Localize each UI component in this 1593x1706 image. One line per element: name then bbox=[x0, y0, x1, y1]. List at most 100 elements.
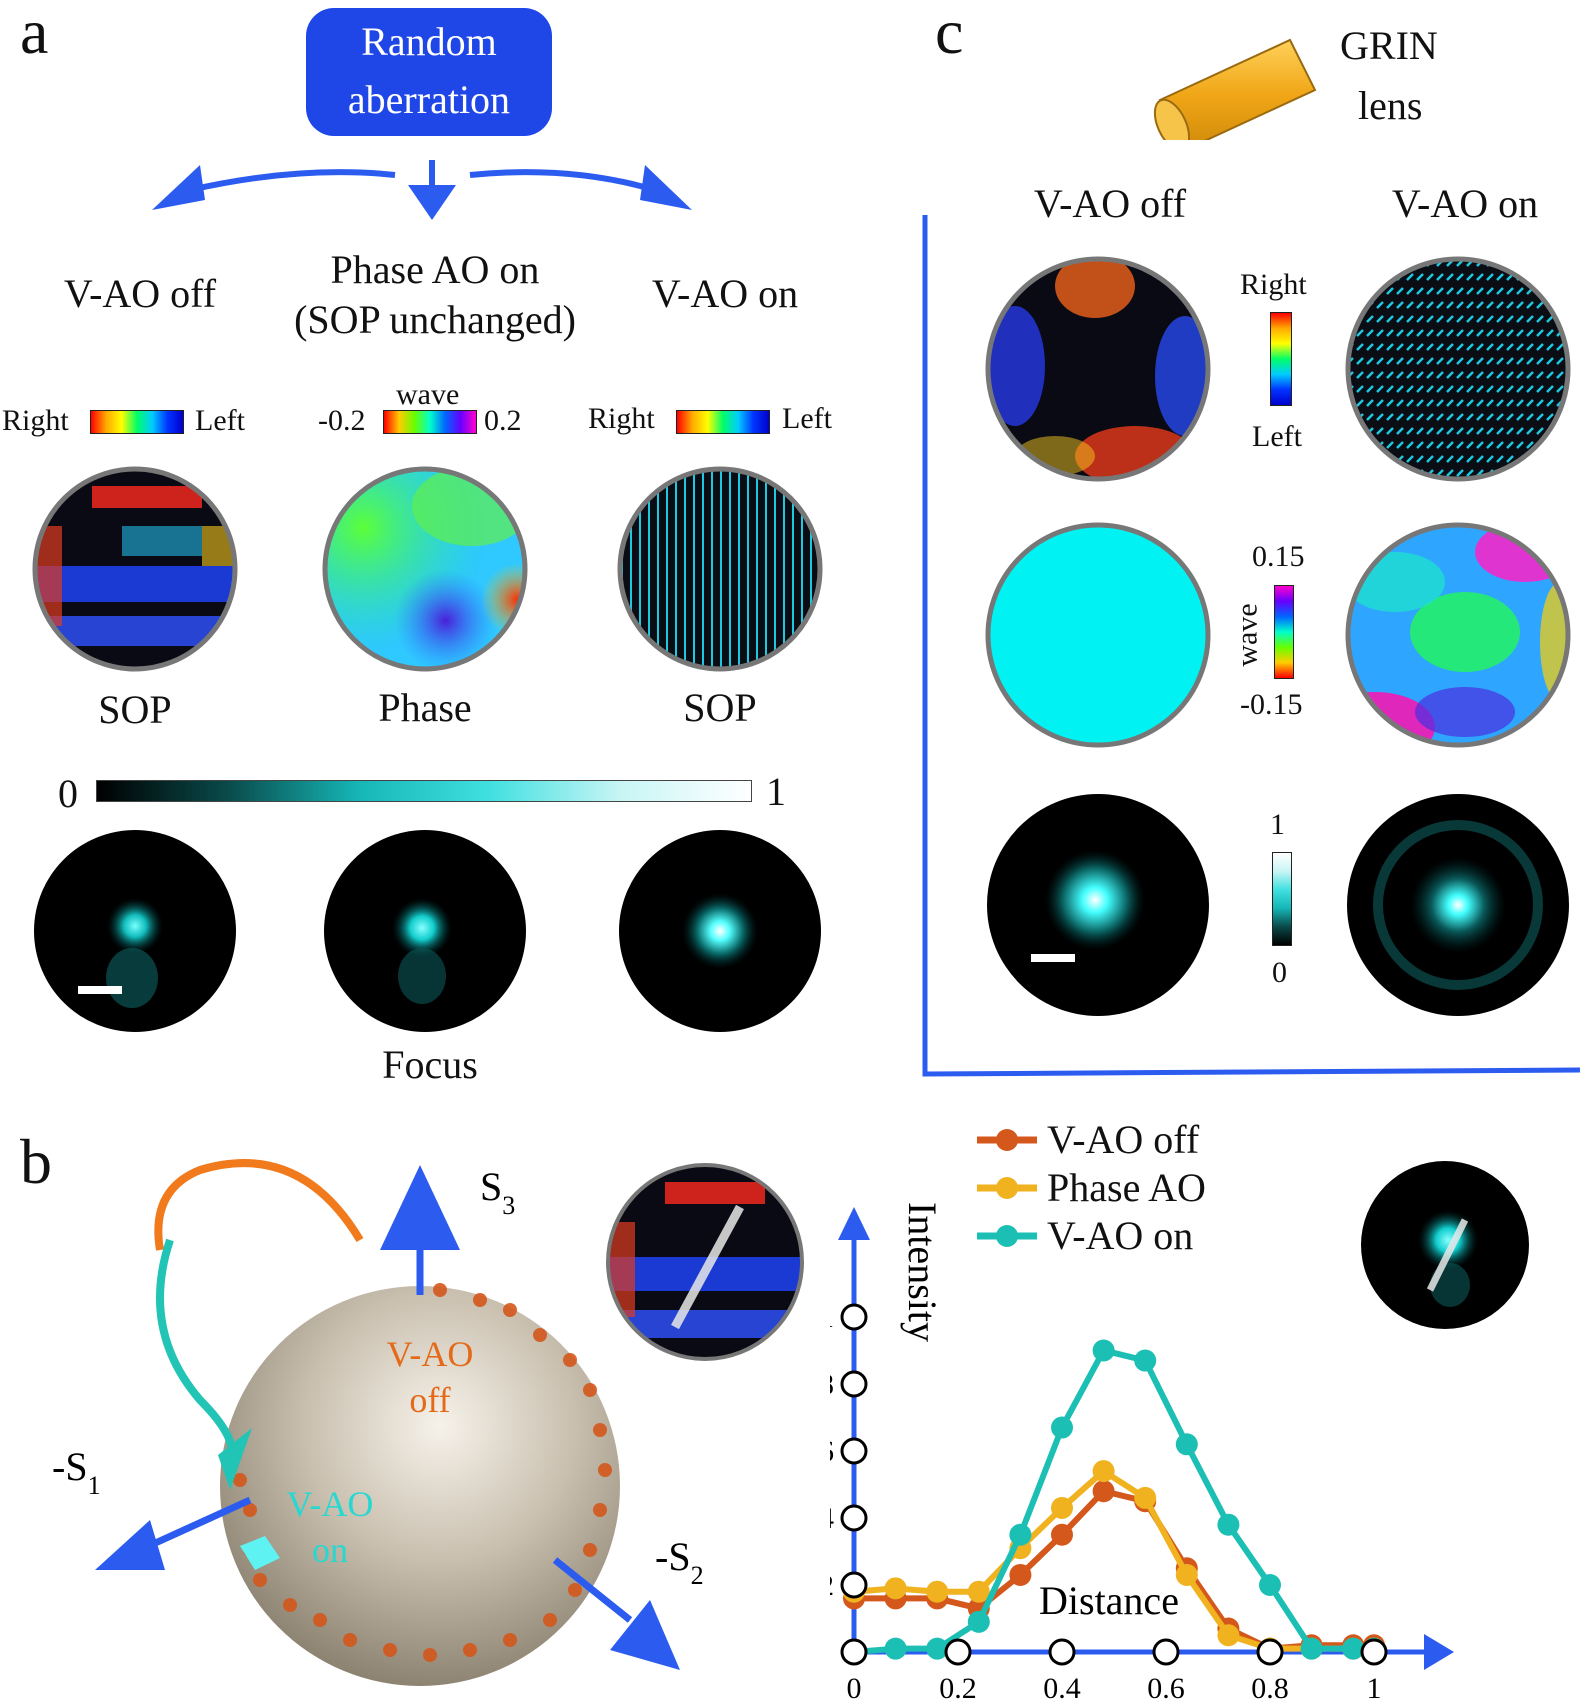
row-label-sop-right: SOP bbox=[683, 685, 757, 730]
col-title-phase-ao-on: Phase AO on bbox=[330, 247, 540, 292]
focus-spot-vao-off bbox=[34, 830, 236, 1032]
sphere-label-off-2: off bbox=[409, 1380, 450, 1420]
c-col-title-off: V-AO off bbox=[1033, 181, 1187, 226]
series-point bbox=[1051, 1496, 1073, 1519]
x-tick-marker bbox=[1048, 1638, 1076, 1666]
c-phase-bar-max: 0.15 bbox=[1252, 540, 1305, 573]
series-point bbox=[1217, 1513, 1240, 1536]
phase-colorbar-a bbox=[383, 410, 477, 434]
x-tick-label: 0.2 bbox=[939, 1672, 977, 1705]
y-tick-label: 0.4 bbox=[830, 1502, 834, 1535]
col-title-vao-off: V-AO off bbox=[63, 271, 217, 316]
sop-bar-right-label: Left bbox=[195, 404, 245, 437]
panel-c-letter: c bbox=[935, 0, 964, 67]
sop-bar-right-label-2: Left bbox=[782, 402, 832, 435]
focus-spot-phase-ao bbox=[324, 830, 526, 1032]
sop-colorbar-a-right bbox=[676, 410, 770, 434]
series-point bbox=[1092, 1460, 1115, 1483]
c-col-title-on: V-AO on bbox=[1391, 181, 1539, 226]
col-title-vao-on: V-AO on bbox=[651, 271, 799, 316]
series-point bbox=[1134, 1486, 1157, 1509]
c-focus-spot-on bbox=[1347, 794, 1569, 1016]
c-phase-map-off bbox=[985, 522, 1211, 748]
row-label-phase: Phase bbox=[378, 685, 472, 730]
x-tick-label: 0 bbox=[847, 1672, 862, 1705]
grin-label: GRIN bbox=[1340, 23, 1438, 68]
intensity-line-chart: 0 0.2 0.4 0.6 0.8 1 0.2 0.4 0.6 0.8 1 Distance Int… bbox=[830, 1202, 1454, 1705]
c-phase-map-on bbox=[1345, 522, 1571, 748]
chart-ylabel: Intensity bbox=[900, 1202, 945, 1342]
x-tick-label: 0.4 bbox=[1043, 1672, 1081, 1705]
series-point bbox=[1051, 1416, 1073, 1439]
chart-x-arrow bbox=[1424, 1634, 1454, 1670]
series-point bbox=[1175, 1433, 1198, 1456]
x-tick-marker bbox=[1360, 1638, 1388, 1666]
axis-s3-label: S3 bbox=[480, 1164, 515, 1220]
series-point bbox=[926, 1637, 949, 1660]
c-phase-bar-min: -0.15 bbox=[1240, 688, 1303, 721]
series-point bbox=[967, 1610, 990, 1633]
x-tick-marker bbox=[1256, 1638, 1284, 1666]
series-point bbox=[1009, 1523, 1032, 1546]
sphere-label-off-1: V-AO bbox=[387, 1334, 474, 1374]
phase-map bbox=[322, 466, 528, 672]
series-point bbox=[926, 1580, 949, 1603]
series-point bbox=[1051, 1523, 1073, 1546]
random-aberration-line2: aberration bbox=[347, 77, 511, 122]
sop-map-vao-on bbox=[617, 466, 823, 672]
c-sop-bar-bottom: Left bbox=[1252, 420, 1302, 453]
series-point bbox=[1217, 1624, 1240, 1647]
focus-colorbar bbox=[96, 780, 752, 802]
row-label-sop-left: SOP bbox=[98, 687, 172, 732]
sop-bar-left-label: Right bbox=[2, 404, 69, 437]
series-point bbox=[967, 1580, 990, 1603]
y-tick-label: 0.6 bbox=[830, 1435, 834, 1468]
random-aberration-box: Random aberration bbox=[306, 8, 552, 136]
axis-s2-label: -S2 bbox=[655, 1534, 704, 1590]
c-sop-bar-top: Right bbox=[1240, 268, 1307, 301]
y-tick-label: 0.8 bbox=[830, 1368, 834, 1401]
phase-bar-max: 0.2 bbox=[484, 404, 522, 437]
c-phase-colorbar bbox=[1274, 585, 1294, 679]
poincare-sphere: V-AO off V-AO on S3 -S1 -S2 bbox=[52, 1159, 704, 1686]
c-focus-spot-off bbox=[987, 794, 1209, 1016]
series-point bbox=[1175, 1563, 1198, 1586]
col-title-sop-unchanged: (SOP unchanged) bbox=[294, 297, 576, 342]
y-tick-marker bbox=[840, 1504, 868, 1532]
series-point bbox=[884, 1577, 907, 1600]
series-point bbox=[1259, 1574, 1281, 1596]
series-point bbox=[1342, 1637, 1365, 1660]
phase-bar-min: -0.2 bbox=[318, 404, 366, 437]
sphere-label-on-2: on bbox=[312, 1530, 348, 1570]
c-focus-bar-min: 0 bbox=[1272, 956, 1287, 989]
focus-label: Focus bbox=[382, 1042, 478, 1087]
c-focus-bar-max: 1 bbox=[1270, 808, 1285, 841]
series-point bbox=[1134, 1349, 1157, 1372]
series-point bbox=[1092, 1339, 1115, 1362]
grin-lens-icon bbox=[1153, 38, 1317, 140]
y-tick-marker bbox=[840, 1303, 868, 1331]
c-focus-colorbar bbox=[1272, 852, 1292, 946]
x-tick-marker bbox=[1152, 1638, 1180, 1666]
y-tick-label: 1 bbox=[830, 1301, 834, 1334]
x-tick-marker bbox=[840, 1638, 868, 1666]
series-point bbox=[884, 1637, 907, 1660]
y-tick-marker bbox=[840, 1370, 868, 1398]
panel-c-frame bbox=[922, 215, 1581, 1077]
x-tick-label: 1 bbox=[1367, 1672, 1382, 1705]
focus-spot-vao-on bbox=[619, 830, 821, 1032]
sop-map-vao-off bbox=[32, 466, 238, 672]
series-point bbox=[1009, 1563, 1032, 1586]
c-sop-map-on bbox=[1345, 256, 1571, 482]
x-tick-label: 0.8 bbox=[1251, 1672, 1289, 1705]
b-inset-focus bbox=[1361, 1161, 1529, 1329]
x-tick-label: 0.6 bbox=[1147, 1672, 1185, 1705]
sop-colorbar-a-left bbox=[90, 410, 184, 434]
sphere-label-on-1: V-AO bbox=[287, 1484, 374, 1524]
sop-bar-left-label-2: Right bbox=[588, 402, 655, 435]
y-tick-marker bbox=[840, 1437, 868, 1465]
chart-y-arrow bbox=[838, 1207, 870, 1240]
lens-label: lens bbox=[1358, 83, 1423, 128]
random-aberration-line1: Random bbox=[361, 19, 497, 64]
c-sop-map-off bbox=[985, 256, 1211, 482]
